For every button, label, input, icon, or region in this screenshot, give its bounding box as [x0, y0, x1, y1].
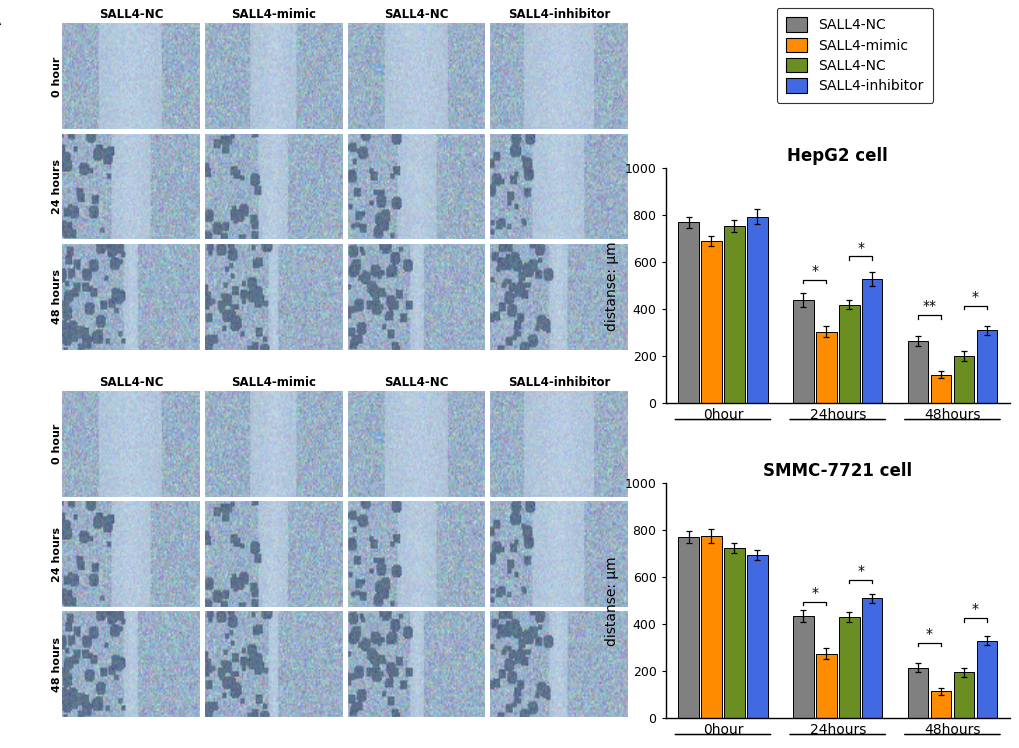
Bar [929, 691, 951, 718]
Title: SALL4-NC: SALL4-NC [384, 375, 448, 389]
Bar [678, 222, 698, 403]
Bar [929, 375, 951, 403]
Title: SMMC-7721 cell: SMMC-7721 cell [762, 462, 911, 480]
Bar [746, 216, 767, 403]
Bar [907, 341, 927, 403]
Text: *: * [971, 602, 978, 616]
Title: SALL4-inhibitor: SALL4-inhibitor [507, 375, 609, 389]
Y-axis label: 0 hour: 0 hour [52, 423, 62, 464]
Title: SALL4-inhibitor: SALL4-inhibitor [507, 8, 609, 21]
Title: HepG2 cell: HepG2 cell [787, 147, 888, 165]
Bar [838, 617, 859, 718]
Y-axis label: 0 hour: 0 hour [52, 56, 62, 96]
Text: *: * [856, 564, 863, 577]
Bar [953, 672, 973, 718]
Text: *: * [925, 627, 932, 641]
Title: SALL4-NC: SALL4-NC [99, 375, 163, 389]
Y-axis label: distanse: μm: distanse: μm [604, 556, 619, 646]
Text: *: * [810, 586, 817, 600]
Bar [838, 304, 859, 403]
Bar [815, 654, 836, 718]
Y-axis label: 24 hours: 24 hours [52, 159, 62, 214]
Bar [678, 537, 698, 718]
Text: *: * [971, 289, 978, 304]
Text: B: B [0, 377, 1, 397]
Title: SALL4-mimic: SALL4-mimic [231, 8, 316, 21]
Y-axis label: 24 hours: 24 hours [52, 527, 62, 581]
Bar [723, 548, 744, 718]
Title: SALL4-mimic: SALL4-mimic [231, 375, 316, 389]
Bar [861, 279, 881, 403]
Text: **: ** [921, 299, 935, 313]
Y-axis label: distanse: μm: distanse: μm [604, 241, 619, 331]
Bar [700, 241, 721, 403]
Legend: SALL4-NC, SALL4-mimic, SALL4-NC, SALL4-inhibitor: SALL4-NC, SALL4-mimic, SALL4-NC, SALL4-i… [775, 7, 932, 103]
Bar [792, 616, 813, 718]
Bar [723, 226, 744, 403]
Text: A: A [0, 10, 1, 29]
Title: SALL4-NC: SALL4-NC [99, 8, 163, 21]
Y-axis label: 48 hours: 48 hours [52, 269, 62, 324]
Bar [792, 300, 813, 403]
Bar [815, 331, 836, 403]
Bar [907, 668, 927, 718]
Bar [953, 356, 973, 403]
Bar [861, 598, 881, 718]
Bar [700, 536, 721, 718]
Text: *: * [856, 241, 863, 254]
Bar [975, 331, 997, 403]
Bar [975, 640, 997, 718]
Bar [746, 555, 767, 718]
Title: SALL4-NC: SALL4-NC [384, 8, 448, 21]
Text: *: * [810, 264, 817, 278]
Y-axis label: 48 hours: 48 hours [52, 637, 62, 692]
